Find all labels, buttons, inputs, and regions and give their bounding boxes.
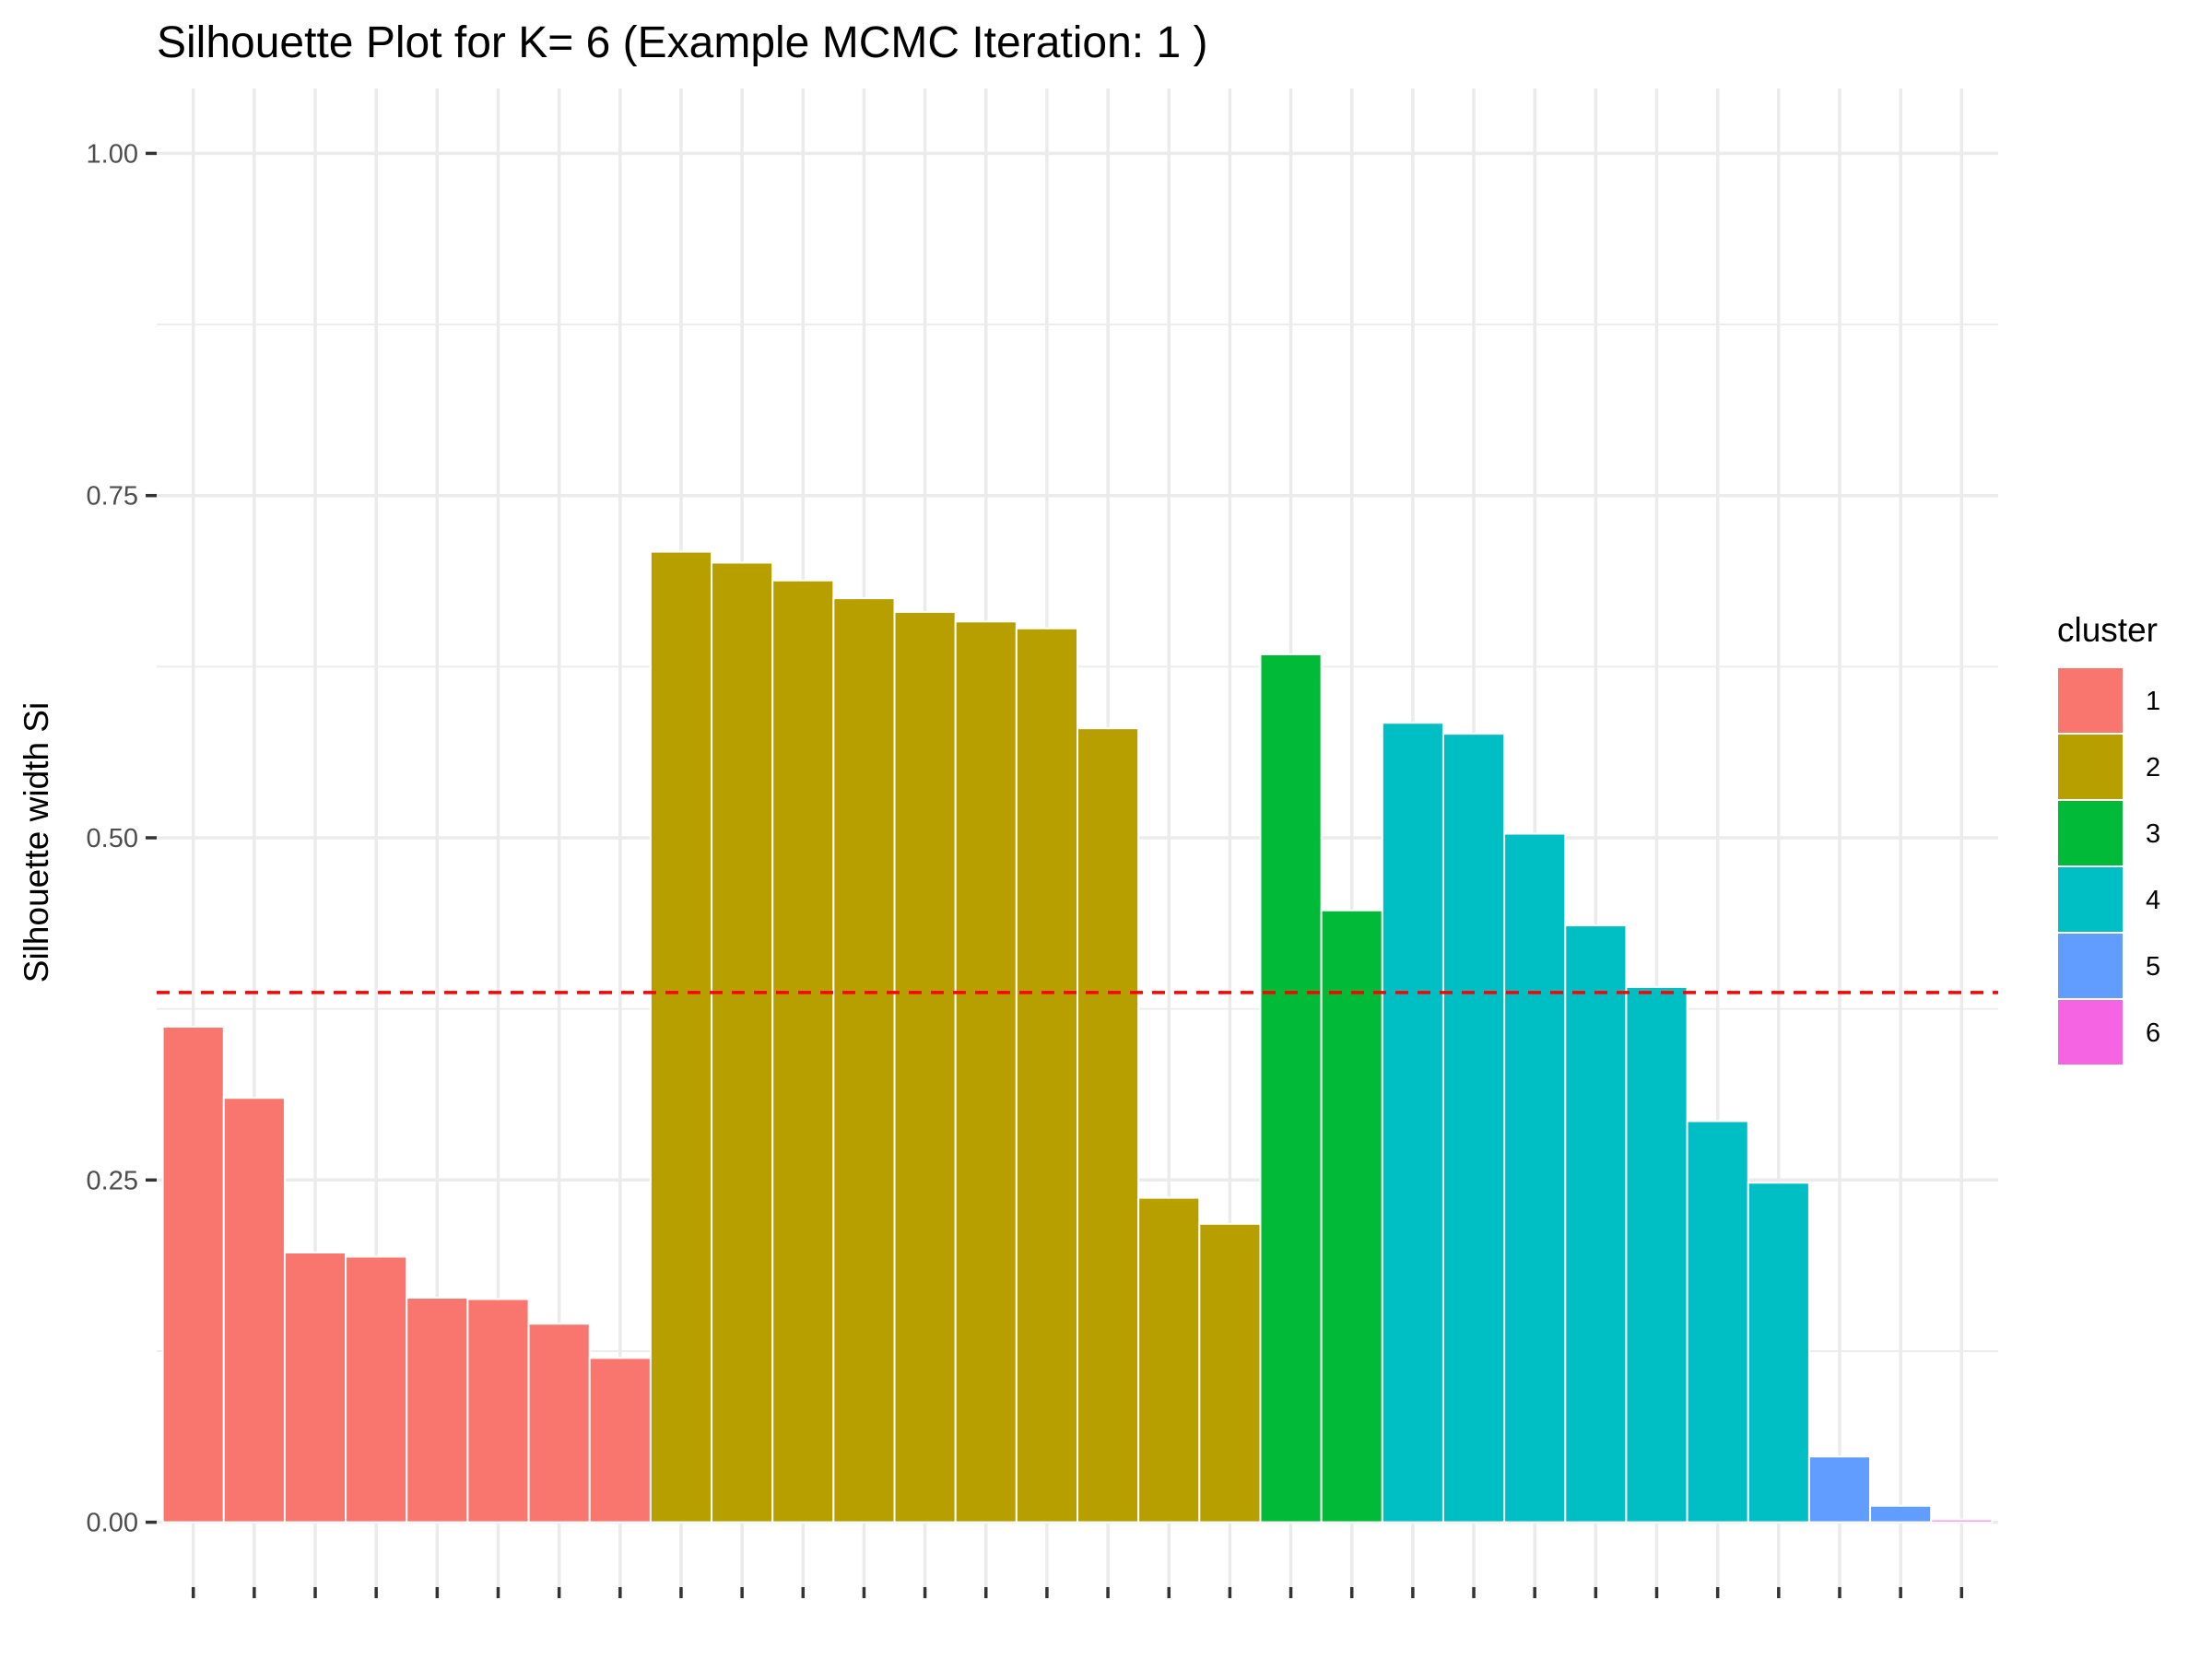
bar-cluster-1	[283, 1252, 347, 1524]
bar-cluster-2	[711, 561, 774, 1524]
bars	[161, 550, 1994, 1524]
bar-cluster-1	[527, 1323, 591, 1524]
legend-label-3: 3	[2146, 819, 2160, 849]
legend-label-1: 1	[2146, 687, 2160, 716]
bar-cluster-4	[1625, 985, 1688, 1524]
bar-cluster-2	[832, 597, 896, 1524]
legend-label-5: 5	[2146, 952, 2160, 982]
bar-cluster-4	[1564, 924, 1628, 1524]
bar-cluster-1	[588, 1357, 652, 1524]
y-tick-label: 0.50	[87, 824, 138, 853]
bar-cluster-4	[1747, 1182, 1810, 1524]
bar-cluster-1	[222, 1097, 286, 1524]
bar-cluster-5	[1869, 1504, 1933, 1524]
y-tick-label: 0.25	[87, 1166, 138, 1195]
y-tick-label: 0.00	[87, 1509, 138, 1538]
y-tick-label: 1.00	[87, 139, 138, 169]
bar-cluster-4	[1686, 1120, 1749, 1524]
bar-cluster-5	[1807, 1455, 1872, 1524]
bar-cluster-2	[1077, 727, 1140, 1524]
legend-key-4	[2056, 865, 2124, 934]
bar-cluster-2	[771, 579, 835, 1524]
legend: cluster 1 2 3 4 5 6	[2056, 611, 2160, 1066]
y-tick-label: 0.75	[87, 482, 138, 512]
bar-cluster-1	[466, 1298, 530, 1524]
bar-cluster-3	[1320, 909, 1383, 1524]
bar-cluster-1	[406, 1297, 469, 1524]
bar-cluster-2	[1137, 1196, 1201, 1524]
legend-key-6	[2056, 998, 2124, 1066]
legend-title: cluster	[2057, 611, 2158, 649]
legend-key-1	[2056, 666, 2124, 735]
bar-cluster-1	[345, 1255, 408, 1524]
bar-cluster-4	[1381, 722, 1444, 1524]
legend-label-4: 4	[2146, 886, 2160, 915]
bar-cluster-4	[1441, 733, 1506, 1524]
bar-cluster-2	[1198, 1222, 1262, 1524]
chart-title: Silhouette Plot for K= 6 (Example MCMC I…	[157, 18, 1207, 67]
legend-label-2: 2	[2146, 753, 2160, 782]
y-axis: 0.00 0.25 0.50 0.75 1.00	[87, 139, 157, 1538]
bar-cluster-6	[1930, 1518, 1994, 1524]
bar-cluster-3	[1259, 653, 1323, 1524]
bar-cluster-2	[954, 620, 1018, 1524]
legend-label-6: 6	[2146, 1018, 2160, 1048]
bar-cluster-2	[893, 610, 957, 1524]
y-axis-label: Silhouette width Si	[18, 702, 55, 982]
bar-cluster-1	[161, 1025, 225, 1524]
legend-key-3	[2056, 799, 2124, 867]
bar-cluster-4	[1503, 832, 1567, 1524]
x-axis	[191, 1587, 1964, 1598]
bar-cluster-2	[649, 550, 713, 1524]
legend-key-2	[2056, 733, 2124, 801]
bar-cluster-2	[1015, 627, 1079, 1524]
legend-key-5	[2056, 932, 2124, 1000]
